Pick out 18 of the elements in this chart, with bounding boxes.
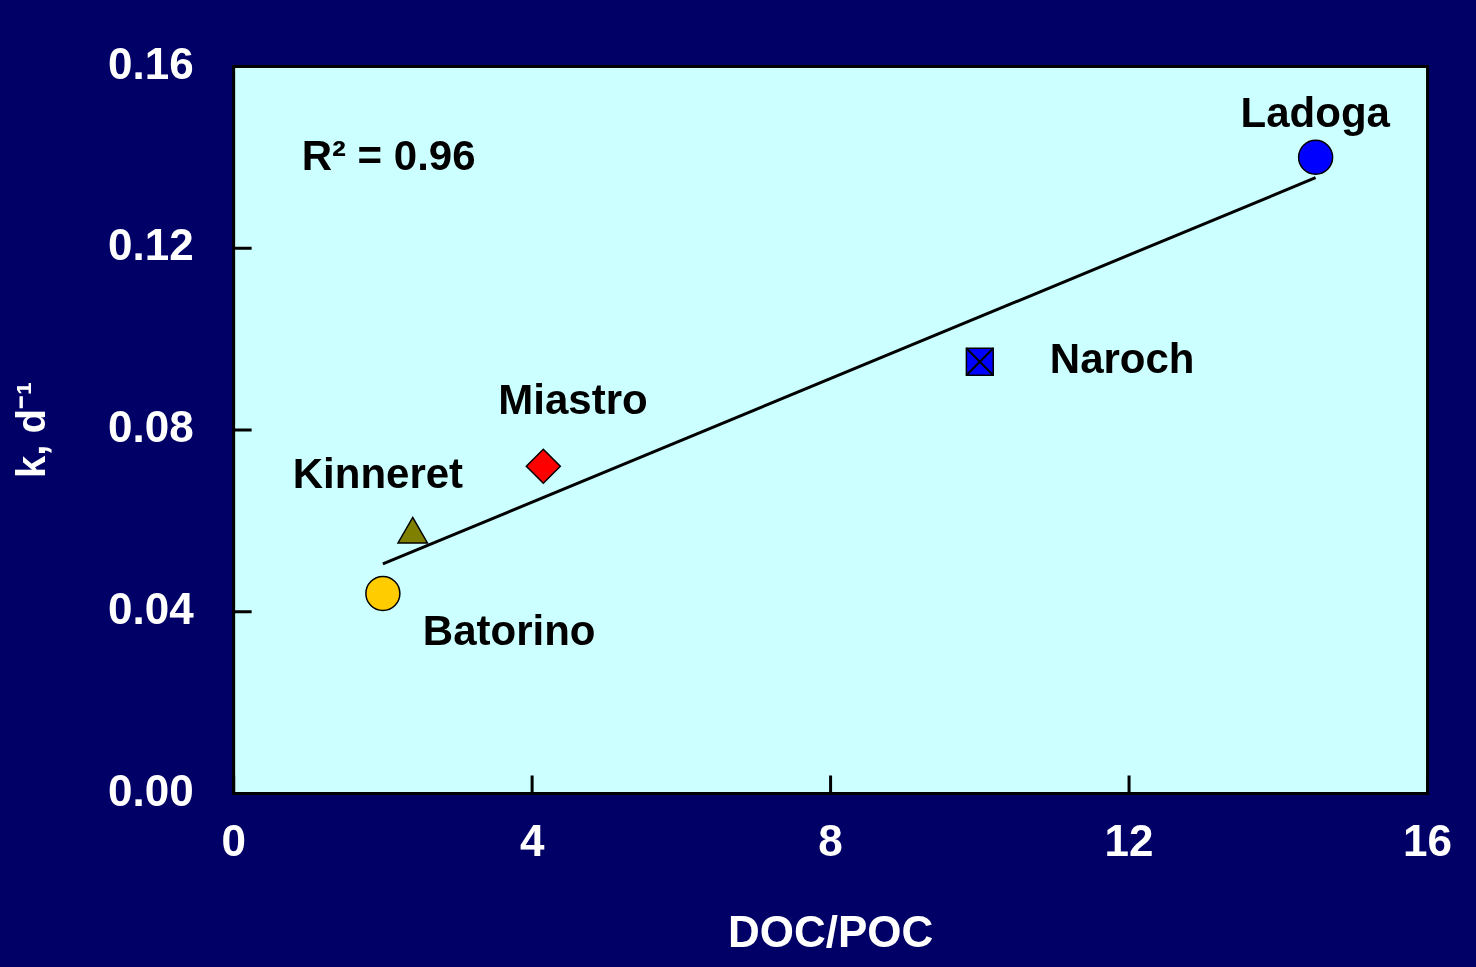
x-tick-label: 12 xyxy=(1104,815,1154,865)
x-tick-label: 16 xyxy=(1403,815,1453,865)
x-tick-label: 0 xyxy=(221,815,246,865)
series-label: Miastro xyxy=(498,375,648,423)
annotation: R² = 0.96 xyxy=(301,131,476,179)
series-label: Batorino xyxy=(422,607,596,655)
series-label: Kinneret xyxy=(292,449,464,497)
series-label: Naroch xyxy=(1049,335,1195,383)
y-axis-title: k, d⁻¹ xyxy=(9,381,54,479)
x-tick-label: 4 xyxy=(519,815,545,865)
y-tick-label: 0.16 xyxy=(108,38,194,88)
y-tick-label: 0.12 xyxy=(108,220,194,270)
x-axis-title: DOC/POC xyxy=(727,906,934,956)
y-tick-label: 0.04 xyxy=(108,583,195,633)
y-tick-label: 0.08 xyxy=(108,402,194,452)
series-label: Ladoga xyxy=(1240,88,1391,136)
x-tick-label: 8 xyxy=(818,815,843,865)
y-tick-label: 0.00 xyxy=(108,765,194,815)
